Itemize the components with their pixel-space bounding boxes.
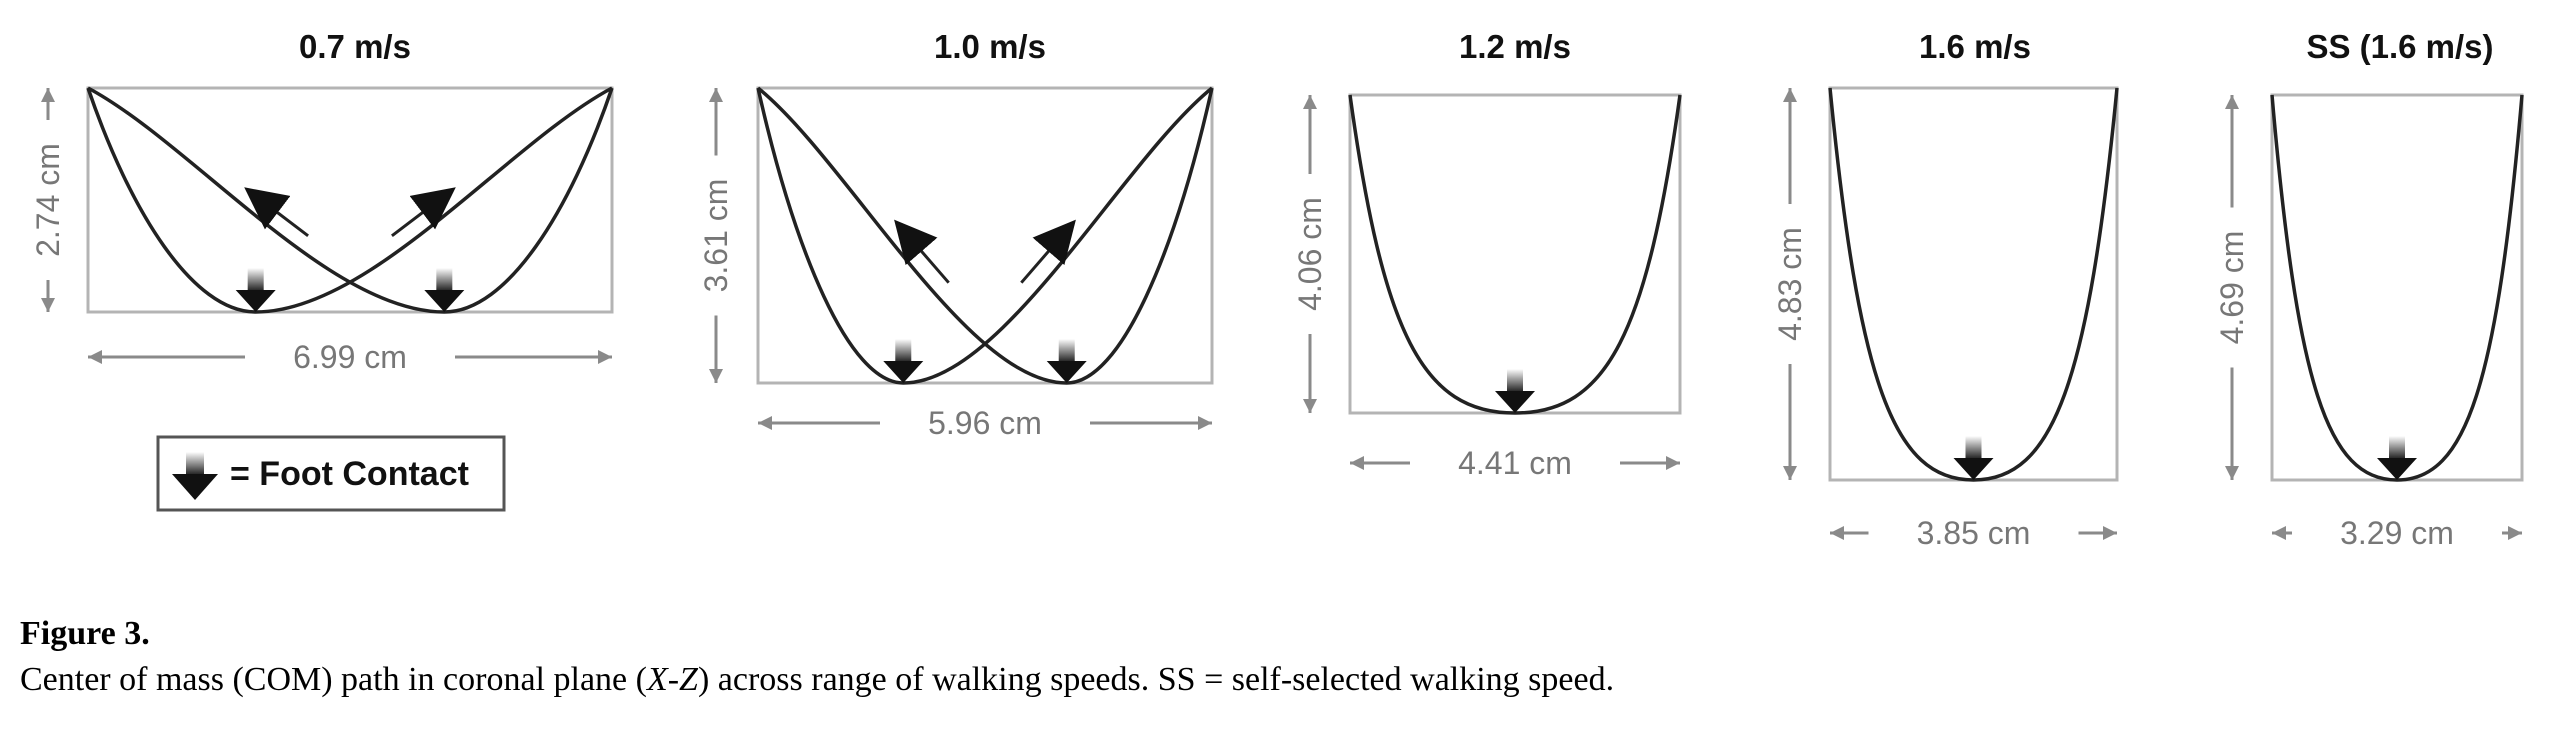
foot-contact-marker [1953, 436, 1994, 480]
height-dimension: 2.74 cm [30, 88, 66, 312]
foot-contact-marker [883, 339, 924, 383]
height-dimension: 4.83 cm [1772, 88, 1808, 480]
direction-arrow [894, 219, 950, 284]
width-label: 3.85 cm [1917, 515, 2031, 551]
panel-3: 1.2 m/s 4.41 cm 4.06 cm [1292, 28, 1682, 481]
panel-title: 0.7 m/s [299, 28, 411, 65]
com-path-left-loop [756, 86, 1214, 385]
width-label: 6.99 cm [293, 339, 407, 375]
height-dimension: 4.69 cm [2214, 95, 2250, 480]
width-dimension: 6.99 cm [88, 339, 612, 375]
panel-title: 1.2 m/s [1459, 28, 1571, 65]
legend-box: = Foot Contact [156, 435, 506, 512]
direction-arrow [391, 187, 456, 238]
height-label: 2.74 cm [30, 143, 66, 257]
legend-label: = Foot Contact [230, 455, 469, 493]
width-dimension: 3.29 cm [2272, 515, 2522, 551]
height-label: 3.61 cm [698, 179, 734, 293]
height-label: 4.06 cm [1292, 197, 1328, 311]
com-path [2270, 94, 2524, 482]
figure-caption-text: Center of mass (COM) path in coronal pla… [20, 656, 2520, 704]
panel-5: SS (1.6 m/s) 3.29 cm 4.69 cm [2214, 28, 2524, 551]
panels-layer: 0.7 m/s 6.99 cm 2.74 cm 1.0 m/s 5.96 cm 3.61 … [30, 28, 2524, 551]
panel-title: SS (1.6 m/s) [2306, 28, 2493, 65]
legend-frame [156, 435, 506, 512]
width-label: 3.29 cm [2340, 515, 2454, 551]
width-dimension: 3.85 cm [1830, 515, 2117, 551]
caption-axes: X-Z [646, 661, 698, 698]
height-dimension: 3.61 cm [698, 88, 734, 383]
figure-label: Figure 3. [20, 615, 150, 652]
direction-arrow [1020, 219, 1076, 284]
com-path-right-loop [87, 86, 614, 314]
foot-contact-marker [424, 268, 465, 312]
width-label: 5.96 cm [928, 405, 1042, 441]
com-path [1348, 94, 1682, 415]
com-path-left-loop [86, 86, 613, 314]
panel-4: 1.6 m/s 3.85 cm 4.83 cm [1772, 28, 2119, 551]
height-dimension: 4.06 cm [1292, 95, 1328, 413]
foot-contact-marker [1495, 369, 1535, 413]
caption-part-1: Center of mass (COM) path in coronal pla… [20, 661, 647, 698]
foot-contact-marker [2377, 436, 2417, 480]
foot-contact-marker [1046, 339, 1087, 383]
width-dimension: 5.96 cm [758, 405, 1212, 441]
width-dimension: 4.41 cm [1350, 445, 1680, 481]
com-path-right-loop [756, 86, 1214, 385]
bounding-box [1828, 86, 2119, 482]
bounding-box [86, 86, 614, 314]
width-label: 4.41 cm [1458, 445, 1572, 481]
height-label: 4.69 cm [2214, 231, 2250, 345]
panel-2: 1.0 m/s 5.96 cm 3.61 cm [698, 28, 1214, 441]
caption-part-2: ) across range of walking speeds. SS = s… [697, 661, 1615, 698]
figure-canvas: 0.7 m/s 6.99 cm 2.74 cm 1.0 m/s 5.96 cm 3.61 … [30, 28, 2524, 551]
foot-contact-marker [235, 268, 276, 312]
height-label: 4.83 cm [1772, 227, 1808, 341]
panel-1: 0.7 m/s 6.99 cm 2.74 cm [30, 28, 614, 375]
direction-arrow [244, 187, 309, 238]
figure-caption: Figure 3. Center of mass (COM) path in c… [20, 612, 2520, 704]
bounding-box [756, 86, 1214, 385]
panel-title: 1.6 m/s [1919, 28, 2031, 65]
com-path [1828, 87, 2119, 482]
bounding-box [1348, 93, 1682, 415]
panel-title: 1.0 m/s [934, 28, 1046, 65]
foot-contact-arrow-icon [172, 452, 218, 500]
bounding-box [2270, 93, 2524, 482]
